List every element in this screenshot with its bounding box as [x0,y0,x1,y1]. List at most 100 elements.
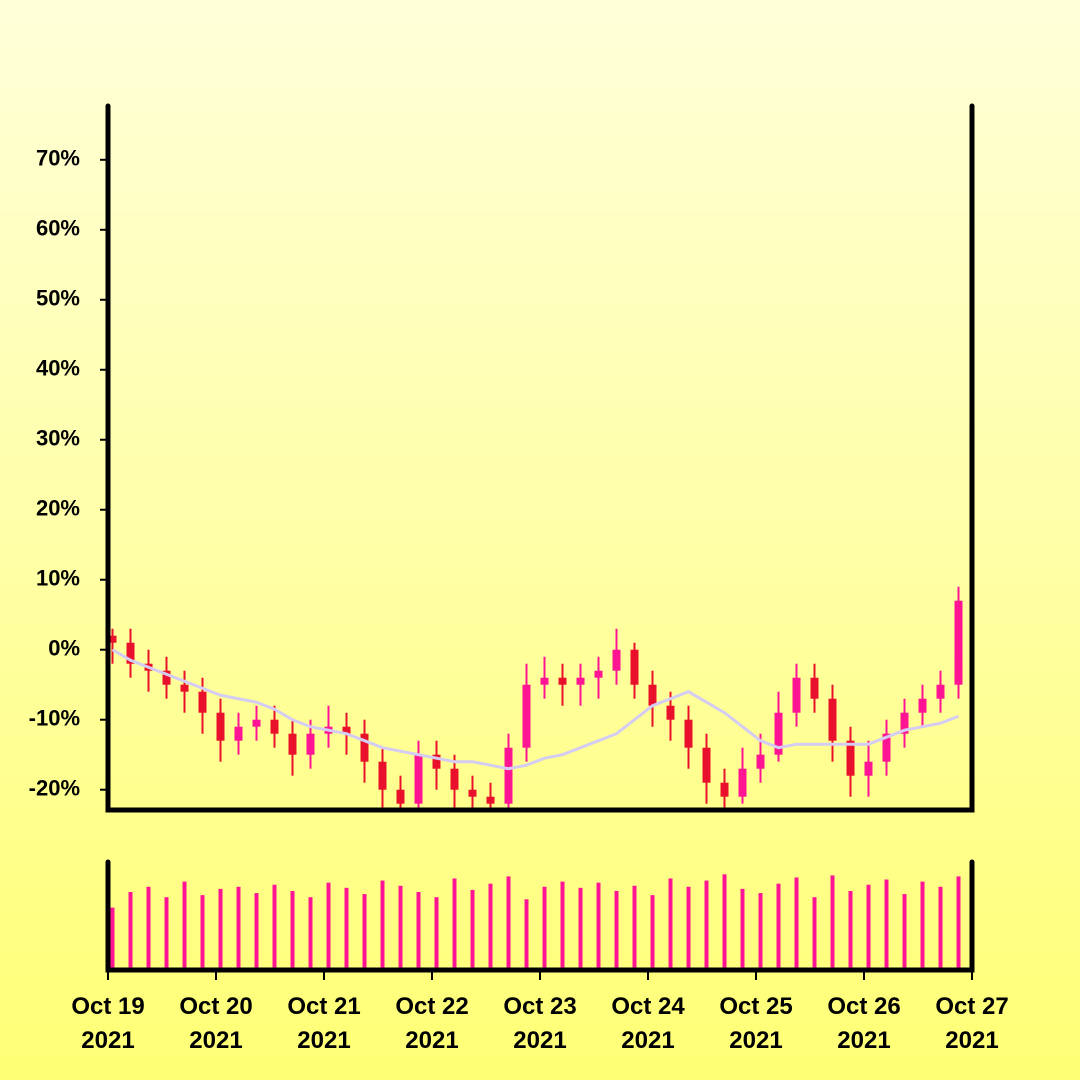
candle-body [540,677,549,685]
volume-bar [488,883,493,970]
volume-bar [524,899,529,970]
candle-body [504,747,513,804]
x-tick-label: Oct 26 2021 [827,993,901,1054]
y-tick-label: 0% [48,636,80,661]
y-tick-label: -10% [29,706,80,731]
volume-bar [866,884,871,970]
volume-bar [434,897,439,970]
y-tick-label: 50% [36,286,80,311]
candle-body [414,754,423,804]
x-tick-label: Oct 24 2021 [611,993,685,1054]
volume-bar [452,878,457,970]
volume-bar [200,895,205,970]
price-panel [108,586,963,810]
candle-body [216,712,225,741]
candle-body [558,677,567,685]
candle-body [738,768,747,797]
volume-bar [830,875,835,970]
volume-bar [272,884,277,970]
volume-bar [668,878,673,970]
candle-body [756,754,765,769]
candle-body [108,635,117,643]
candle-body [702,747,711,783]
candle-body [234,726,243,741]
x-tick-label: Oct 19 2021 [71,993,145,1054]
volume-bar [794,877,799,970]
moving-average-line [111,648,960,771]
candle-body [594,670,603,678]
x-tick-label: Oct 25 2021 [719,993,793,1054]
axes: -20% -10% 0% 10% 20% 30% 40% 50% 60% 70% [29,103,975,980]
volume-bar [920,881,925,970]
candle-body [846,740,855,776]
candle-body [162,670,171,685]
candle-body [576,677,585,685]
volume-bar [470,889,475,970]
volume-bar [812,897,817,970]
volume-panel [110,874,961,970]
volume-bar [560,881,565,970]
candle-body [684,719,693,748]
candle-body [468,789,477,797]
candle-body [792,677,801,713]
y-tick-label: 10% [36,566,80,591]
candle-body [936,684,945,699]
candle-body [360,733,369,762]
volume-bar [164,897,169,970]
volume-bar [614,890,619,970]
candle-body [126,642,135,664]
volume-bar [308,897,313,970]
volume-bar [236,886,241,970]
volume-bar [758,893,763,970]
volume-bar [740,888,745,970]
volume-bar [596,882,601,970]
volume-bar [956,876,961,970]
volume-bar [506,876,511,970]
volume-bar [542,886,547,970]
volume-bar [632,885,637,970]
volume-bar [776,883,781,970]
candle-body [630,649,639,685]
volume-bar [704,880,709,970]
candle-body [720,782,729,797]
x-tick-label: Oct 27 2021 [935,993,1009,1054]
price-frame [105,103,975,813]
candle-body [378,761,387,790]
candle-body [810,677,819,699]
y-tick-label: 70% [36,146,80,171]
volume-bar [848,890,853,970]
volume-bar [578,887,583,970]
volume-bar [290,890,295,970]
candle-body [180,684,189,692]
x-tick-label: Oct 22 2021 [395,993,469,1054]
volume-bar [128,892,133,970]
volume-bar [380,880,385,970]
volume-bar [344,887,349,970]
y-tick-label: 40% [36,356,80,381]
volume-bar [326,882,331,970]
candle-body [342,726,351,734]
candle-body [666,705,675,720]
y-tick-label: 60% [36,216,80,241]
x-tick-label: Oct 20 2021 [179,993,253,1054]
candle-body [288,733,297,755]
candle-body [450,768,459,790]
volume-bar [254,893,259,970]
candle-body [522,684,531,748]
x-tick-label: Oct 23 2021 [503,993,577,1054]
candle-body [882,733,891,762]
candle-body [612,649,621,671]
candle-body [252,719,261,727]
volume-bar [902,894,907,970]
candle-body [954,600,963,685]
candle-body [774,712,783,755]
candle-body [432,754,441,769]
candle-body [270,719,279,734]
candle-body [900,712,909,734]
candle-body [486,796,495,804]
volume-bar [146,886,151,970]
candle-body [828,698,837,741]
volume-bar [218,888,223,970]
